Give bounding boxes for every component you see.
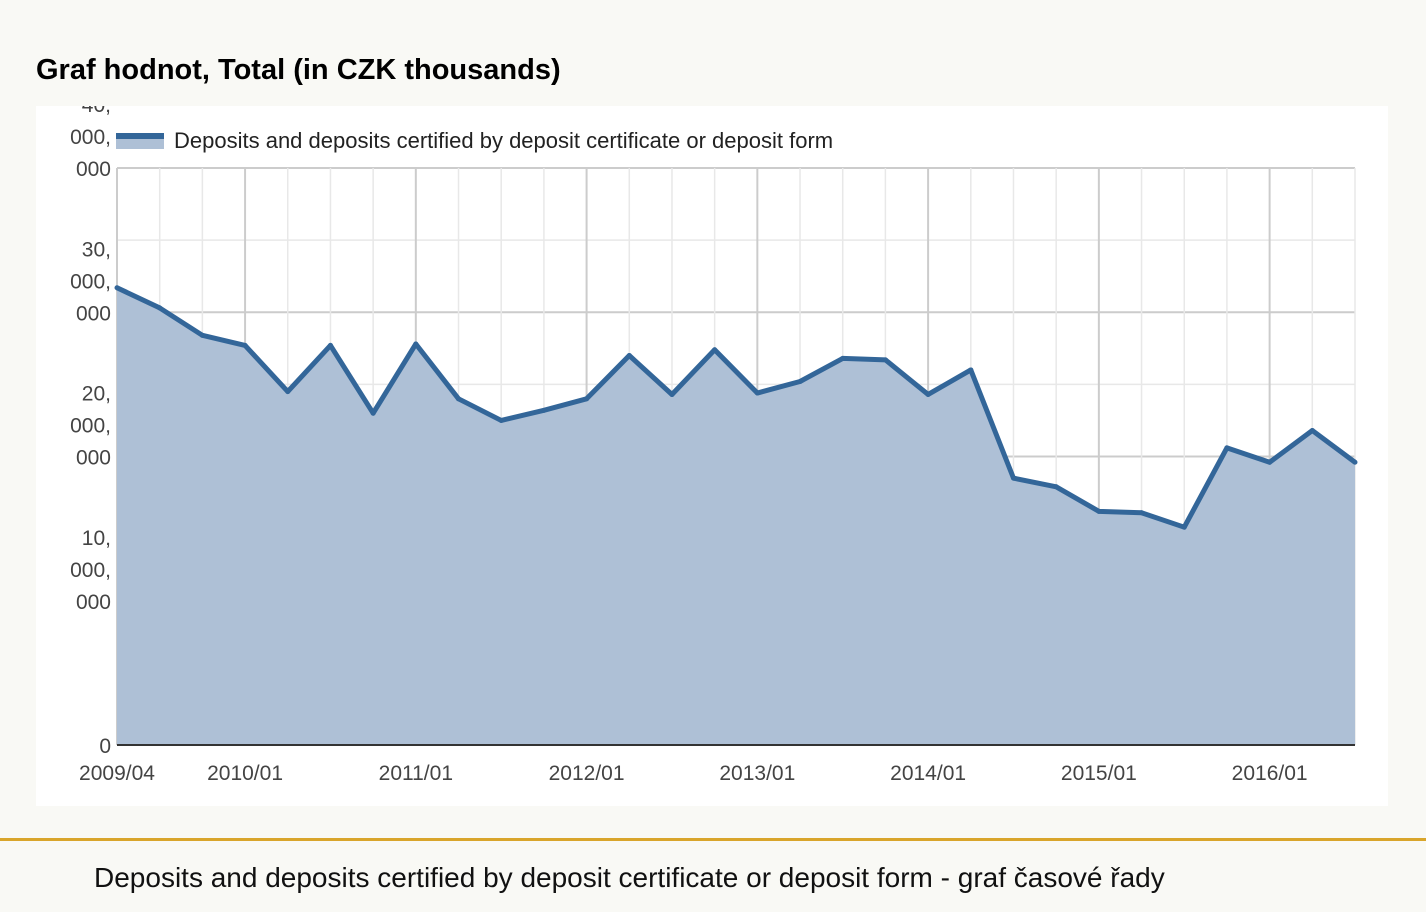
x-tick-label: 2009/04 [79, 762, 155, 785]
data-point [1309, 428, 1315, 434]
x-tick-label: 2014/01 [890, 762, 966, 785]
data-point [456, 396, 462, 402]
x-tick-label: 2015/01 [1061, 762, 1137, 785]
data-point [1224, 445, 1230, 451]
x-tick-label: 2010/01 [207, 762, 283, 785]
x-tick-label: 2012/01 [549, 762, 625, 785]
x-tick-label: 2011/01 [379, 762, 453, 785]
chart-caption: Deposits and deposits certified by depos… [94, 862, 1165, 893]
chart-svg: 0 10, 000, 000 20, 000, 000 30, 000, 000 40, 000, 00… [70, 106, 1358, 785]
chart-legend[interactable]: Deposits and deposits certified by depos… [116, 128, 833, 154]
data-point [1010, 475, 1016, 481]
legend-swatch [116, 133, 164, 149]
y-tick-line: 10, [82, 527, 111, 550]
data-point [840, 355, 846, 361]
data-point [1096, 508, 1102, 514]
data-point [712, 347, 718, 353]
data-point [754, 390, 760, 396]
chart-panel: 0 10, 000, 000 20, 000, 000 30, 000, 000 40, 000, 00… [36, 106, 1388, 806]
data-point [114, 285, 120, 291]
data-point [413, 341, 419, 347]
data-point [882, 357, 888, 363]
footer-divider [0, 838, 1426, 841]
data-point [968, 367, 974, 373]
y-tick-line: 30, [82, 238, 111, 261]
data-point [797, 378, 803, 384]
series-line [115, 285, 1357, 530]
data-point [1267, 459, 1273, 465]
y-tick-line: 40, [82, 106, 111, 117]
data-point [925, 391, 931, 397]
chart-title: Graf hodnot, Total (in CZK thousands) [36, 54, 561, 86]
data-point [327, 342, 333, 348]
data-point [669, 391, 675, 397]
data-point [584, 396, 590, 402]
data-point [157, 305, 163, 311]
y-tick-label: 0 [99, 735, 111, 758]
series-area [117, 287, 1355, 745]
data-point [626, 353, 632, 359]
x-tick-label: 2013/01 [719, 762, 795, 785]
y-tick-line: 000 [76, 158, 111, 181]
data-point [541, 407, 547, 413]
y-tick-line: 20, [82, 383, 111, 406]
y-tick-label: 20, 000, 000 [70, 383, 111, 470]
data-point [199, 332, 205, 338]
data-point [1053, 484, 1059, 490]
data-point [285, 389, 291, 395]
y-tick-label: 30, 000, 000 [70, 238, 111, 325]
data-point [1181, 524, 1187, 530]
y-tick-line: 000 [76, 302, 111, 325]
data-point [242, 342, 248, 348]
x-tick-label: 2016/01 [1232, 762, 1308, 785]
y-tick-line: 0 [99, 735, 111, 758]
y-tick-line: 000, [70, 415, 111, 438]
y-tick-line: 000, [70, 270, 111, 293]
y-tick-label: 10, 000, 000 [70, 527, 111, 614]
data-point [1139, 510, 1145, 516]
data-point [370, 410, 376, 416]
y-tick-line: 000, [70, 126, 111, 149]
data-point [1352, 459, 1358, 465]
y-tick-line: 000 [76, 591, 111, 614]
legend-label: Deposits and deposits certified by depos… [174, 128, 834, 153]
y-tick-line: 000 [76, 447, 111, 470]
data-point [498, 417, 504, 423]
y-tick-label: 40, 000, 000 [70, 106, 111, 181]
y-tick-line: 000, [70, 559, 111, 582]
